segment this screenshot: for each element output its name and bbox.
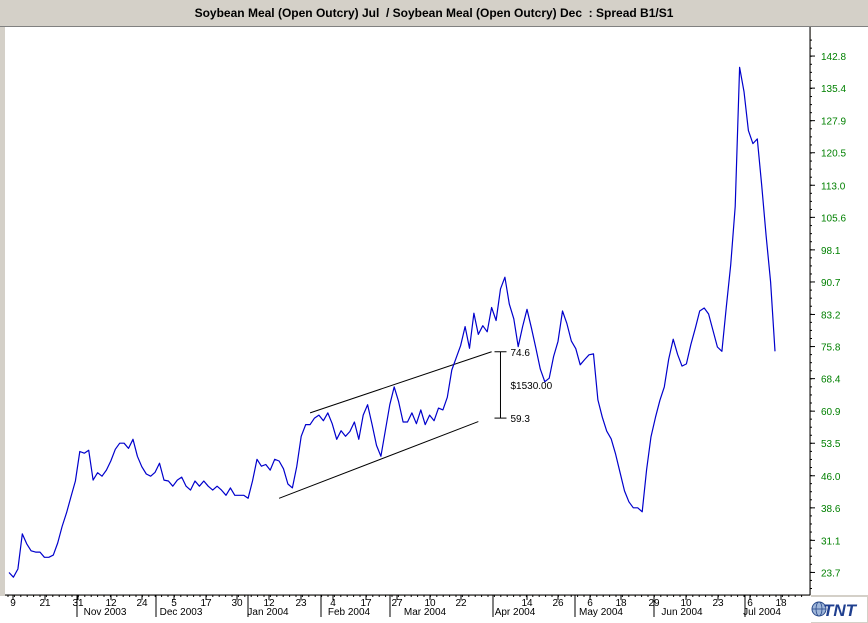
x-tick-label: 12 [263,598,275,609]
x-month-label: May 2004 [579,607,623,618]
y-tick-label: 98.1 [821,246,841,257]
x-tick-label: 6 [747,598,753,609]
globe-icon [811,601,827,617]
channel-upper-line [309,351,492,414]
measure-bottom-label: 59.3 [510,414,530,425]
x-axis-month-labels: Nov 2003 Dec 2003 Jan 2004 Feb 2004 Mar 2004… [76,595,781,618]
x-tick-label: 18 [775,598,787,609]
x-month-label: Nov 2003 [84,607,127,618]
y-axis-panel [811,27,868,595]
channel-lower-line [278,421,479,499]
x-tick-label: 27 [391,598,403,609]
x-month-label: Jan 2004 [247,607,289,618]
y-tick-label: 135.4 [821,84,846,95]
x-tick-label: 6 [587,598,593,609]
y-tick-label: 75.8 [821,343,841,354]
y-tick-label: 142.8 [821,52,846,63]
x-tick-label: 4 [330,598,336,609]
x-axis-panel [0,596,811,623]
x-tick-label: 30 [231,598,243,609]
x-tick-label: 10 [680,598,692,609]
x-tick-label: 22 [455,598,467,609]
channel-annotations: 74.6 $1530.00 59.3 [278,348,553,499]
x-tick-label: 12 [105,598,117,609]
y-tick-label: 38.6 [821,504,841,515]
y-tick-label: 31.1 [821,536,841,547]
x-month-label: Apr 2004 [495,607,536,618]
x-tick-label: 14 [521,598,533,609]
y-tick-label: 90.7 [821,278,841,289]
x-tick-label: 17 [360,598,372,609]
x-tick-label: 21 [39,598,51,609]
x-month-label: Jul 2004 [743,607,781,618]
x-tick-label: 5 [171,598,177,609]
series-group [8,66,776,578]
y-tick-label: 105.6 [821,213,846,224]
y-tick-label: 46.0 [821,472,841,483]
x-tick-label: 31 [72,598,84,609]
x-tick-label: 18 [615,598,627,609]
x-month-label: Dec 2003 [160,607,203,618]
x-month-label: Feb 2004 [328,607,371,618]
spread-series-line [8,66,776,578]
measure-amount-label: $1530.00 [510,381,552,392]
x-axis-ticks: 9 21 31 12 24 5 17 30 12 23 4 17 27 10 22 14 26 6 18 29 10 23… [7,595,803,609]
x-tick-label: 26 [552,598,564,609]
y-tick-label: 68.4 [821,375,841,386]
x-month-label: Jun 2004 [661,607,703,618]
chart-title: Soybean Meal (Open Outcry) Jul / Soybean… [194,6,674,20]
y-tick-label: 53.5 [821,439,841,450]
x-tick-label: 10 [424,598,436,609]
x-tick-label: 24 [136,598,148,609]
y-tick-label: 60.9 [821,407,841,418]
x-tick-label: 23 [712,598,724,609]
y-tick-label: 127.9 [821,117,846,128]
plot-area [5,27,810,595]
measure-top-label: 74.6 [510,348,530,359]
x-tick-label: 23 [295,598,307,609]
chart-title-bar: Soybean Meal (Open Outcry) Jul / Soybean… [0,0,868,27]
y-tick-label: 23.7 [821,568,841,579]
tnt-logo: TNT [811,597,867,622]
x-tick-label: 17 [200,598,212,609]
x-month-label: Mar 2004 [404,607,447,618]
tnt-logo-text: TNT [823,601,858,620]
y-axis-ticks: 142.8 135.4 127.9 120.5 113.0 105.6 98.1 90.7 83… [810,39,846,589]
x-tick-label: 9 [10,598,16,609]
y-tick-label: 83.2 [821,310,841,321]
y-tick-label: 113.0 [821,181,846,192]
y-tick-label: 120.5 [821,149,846,160]
